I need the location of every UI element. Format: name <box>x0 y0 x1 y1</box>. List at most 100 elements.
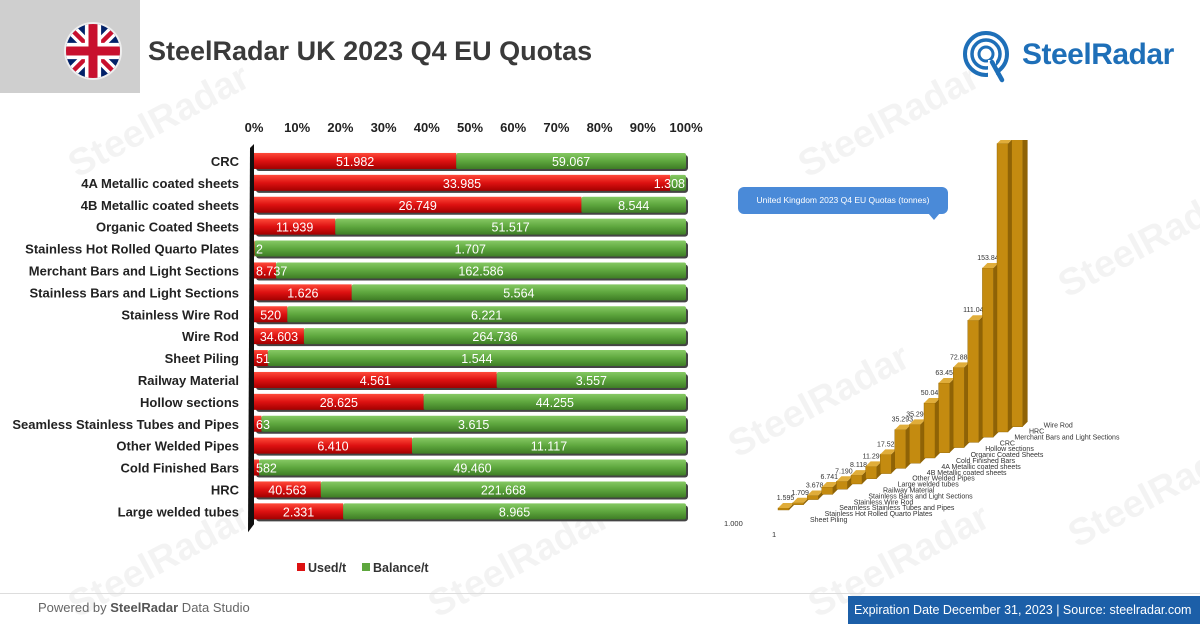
data-label-balance: 3.615 <box>458 418 489 432</box>
column-front <box>1011 97 1023 427</box>
column-top <box>953 362 970 368</box>
x-tick-label: 80% <box>587 120 613 135</box>
data-label-balance: 1.308 <box>654 177 685 191</box>
column-value-label: 1.709 <box>791 490 809 497</box>
page-title: SteelRadar UK 2023 Q4 EU Quotas <box>148 36 593 66</box>
bar-used <box>254 481 321 498</box>
category-label: Stainless Hot Rolled Quarto Plates <box>25 242 239 257</box>
bar-used <box>254 437 412 454</box>
column-front <box>982 267 994 438</box>
column-top <box>880 449 897 455</box>
column-3d <box>777 503 794 511</box>
column-front <box>850 474 863 485</box>
category-label: Wire Rod <box>182 329 239 344</box>
bar-used <box>254 284 352 301</box>
category-label: Sheet Piling <box>165 351 239 366</box>
column-category-label: Wire Rod <box>1044 423 1073 430</box>
column-top <box>982 262 999 268</box>
data-label-used: 51 <box>256 352 270 366</box>
data-label-used: 4.561 <box>360 374 391 388</box>
data-label-used: 1.626 <box>287 286 318 300</box>
column-front <box>777 507 790 511</box>
data-label-used: 520 <box>260 308 281 322</box>
data-label-balance: 1.707 <box>455 243 486 257</box>
category-label: CRC <box>211 154 240 169</box>
data-label-balance: 11.117 <box>531 440 567 454</box>
axis-min-label: 1.000 <box>724 519 743 528</box>
x-tick-label: 40% <box>414 120 440 135</box>
x-tick-label: 100% <box>669 120 703 135</box>
category-label: HRC <box>211 482 240 497</box>
column-top <box>909 419 926 425</box>
column-front <box>967 320 980 443</box>
column-3d-svg: 1.000 1 1.595 Sheet Piling 1.709 Stainless Ho… <box>724 85 1120 539</box>
column-top <box>938 377 955 383</box>
column-category-label: Organic Coated Sheets <box>971 452 1044 459</box>
chart-wall <box>248 144 254 533</box>
column-category-label: CRC <box>1000 440 1015 447</box>
x-tick-label: 10% <box>284 120 310 135</box>
column-category-label: Merchant Bars and Light Sections <box>1014 434 1120 441</box>
data-label-balance: 221.668 <box>481 483 526 497</box>
column-3d <box>938 377 955 453</box>
column-top <box>894 424 911 430</box>
column-3d <box>967 315 984 443</box>
column-category-label: Large welded tubes <box>898 482 960 489</box>
data-label-used: 63 <box>256 418 270 432</box>
category-label: Seamless Stainless Tubes and Pipes <box>12 417 239 432</box>
x-tick-label: 30% <box>371 120 397 135</box>
column-top <box>967 315 984 321</box>
bar-used <box>254 152 457 169</box>
data-label-used: 33.985 <box>443 177 481 191</box>
powered-prefix: Powered by <box>38 600 111 615</box>
column-category-label: 4B Metallic coated sheets <box>927 470 1007 477</box>
category-label: Stainless Wire Rod <box>121 307 239 322</box>
column-front <box>952 367 965 448</box>
bar-balance <box>303 328 686 345</box>
bar-balance <box>423 393 686 410</box>
bar-balance <box>261 415 686 432</box>
bar-balance <box>669 174 686 191</box>
bar-used <box>254 328 304 345</box>
column-top <box>924 397 940 403</box>
x-tick-label: 90% <box>630 120 656 135</box>
column-top <box>836 476 853 482</box>
column-3d <box>879 449 897 474</box>
column-value-label: 35.293 <box>906 411 928 418</box>
column-3d <box>821 481 838 495</box>
column-front <box>836 481 848 490</box>
bar-used <box>254 350 268 367</box>
x-tick-label: 20% <box>327 120 353 135</box>
legend-label-used: Used/t <box>308 561 347 575</box>
column-category-label: Stainless Bars and Light Sections <box>868 493 973 500</box>
data-label-used: 28.625 <box>320 396 358 410</box>
column-value-label: 6.741 <box>821 474 839 481</box>
bar-used <box>254 393 424 410</box>
column-front <box>865 466 877 479</box>
column-value-label: 111.049 <box>963 307 987 314</box>
bar-balance <box>276 262 686 279</box>
axis-origin-label: 1 <box>772 530 776 539</box>
bar-balance <box>259 459 686 476</box>
data-label-used: 2 <box>256 243 263 257</box>
bar-balance <box>267 350 686 367</box>
category-label: Hollow sections <box>140 395 239 410</box>
category-label: Other Welded Pipes <box>116 439 239 454</box>
data-label-used: 51.982 <box>336 155 374 169</box>
column-category-label: Sheet Piling <box>810 517 847 524</box>
column-value-label: 17.527 <box>877 441 899 448</box>
data-label-balance: 5.564 <box>503 286 534 300</box>
column-3d <box>836 476 853 490</box>
bar-balance <box>411 437 686 454</box>
column-3d <box>806 490 824 500</box>
column-front <box>806 495 819 500</box>
column-front <box>821 486 834 495</box>
data-label-balance: 8.965 <box>499 505 530 519</box>
data-label-used: 40.563 <box>268 483 306 497</box>
column-category-label: 4A Metallic coated sheets <box>941 464 1021 471</box>
category-label: Organic Coated Sheets <box>96 220 239 235</box>
data-label-balance: 1.544 <box>461 352 492 366</box>
bar-used <box>254 503 344 520</box>
column-front <box>792 502 804 505</box>
x-tick-label: 70% <box>543 120 569 135</box>
